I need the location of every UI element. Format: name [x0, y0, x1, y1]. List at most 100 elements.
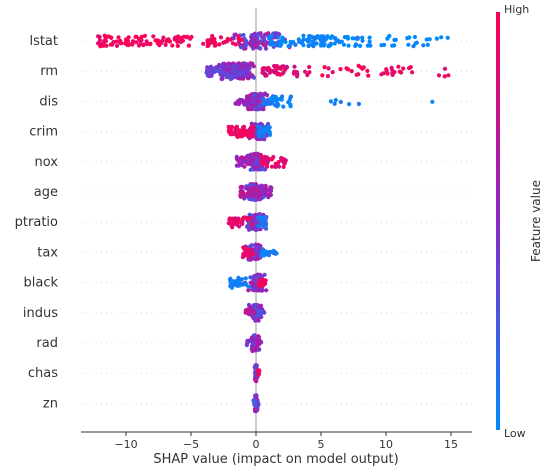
dot-lstat [243, 42, 249, 47]
dot-rm [238, 66, 243, 71]
dot-dis [328, 99, 333, 104]
dot-black [263, 278, 268, 283]
feature-label-nox: nox [35, 155, 59, 170]
beeswarm-dots [96, 31, 451, 414]
dot-dis [332, 101, 337, 106]
dot-dis [252, 92, 257, 97]
dot-zn [253, 399, 258, 404]
dot-tax [261, 253, 266, 258]
dot-rm [216, 65, 221, 70]
dot-rm [228, 64, 233, 69]
x-tick-label: 10 [379, 438, 393, 451]
dot-rm [399, 70, 404, 75]
dot-rm [436, 73, 442, 78]
dot-crim [260, 127, 265, 132]
dot-black [264, 288, 269, 293]
feature-row-dots-zn [251, 393, 261, 414]
dot-age [238, 185, 243, 190]
dot-lstat [263, 46, 269, 51]
dot-lstat [148, 42, 153, 47]
dot-rad [250, 343, 255, 348]
dot-crim [226, 125, 232, 130]
dot-lstat [123, 41, 128, 46]
dot-lstat [142, 33, 147, 39]
dot-rm [205, 65, 210, 70]
dot-dis [245, 101, 250, 106]
feature-row-dots-dis [233, 91, 435, 112]
dot-ptratio [263, 216, 268, 222]
dot-lstat [319, 41, 324, 46]
dot-lstat [253, 44, 258, 49]
dot-crim [251, 124, 256, 129]
dot-lstat [185, 34, 190, 40]
dot-ptratio [226, 221, 231, 226]
dot-rm [238, 72, 243, 77]
dot-rm [248, 61, 253, 66]
dot-dis [253, 96, 258, 101]
dot-lstat [360, 38, 365, 43]
dot-indus [249, 307, 254, 312]
dot-lstat [367, 39, 372, 44]
dot-age [249, 193, 254, 198]
dot-black [246, 288, 251, 293]
dot-lstat [170, 43, 175, 48]
dot-nox [281, 164, 286, 169]
dot-lstat [119, 41, 124, 46]
dot-tax [244, 247, 249, 252]
dot-rm [401, 66, 406, 71]
dot-lstat [406, 42, 411, 47]
dot-lstat [332, 41, 337, 46]
dot-ptratio [241, 215, 246, 220]
dot-lstat [280, 36, 285, 41]
dot-lstat [104, 43, 109, 48]
dot-lstat [182, 34, 187, 39]
dot-lstat [293, 42, 298, 47]
dot-lstat [178, 35, 183, 41]
dot-dis [264, 99, 269, 104]
dot-black [236, 275, 241, 280]
dot-nox [251, 165, 256, 170]
dot-lstat [392, 37, 397, 43]
dot-lstat [237, 42, 242, 47]
dot-lstat [439, 35, 444, 40]
dot-rad [247, 338, 252, 343]
dot-lstat [306, 37, 311, 42]
dot-dis [356, 101, 361, 107]
dot-dis [256, 93, 261, 98]
feature-row-dots-indus [243, 302, 267, 323]
dot-dis [268, 99, 273, 105]
dot-lstat [407, 35, 412, 40]
dot-tax [248, 247, 253, 252]
dot-rm [278, 66, 283, 71]
dot-black [250, 281, 255, 286]
dot-lstat [312, 41, 317, 46]
dot-lstat [306, 43, 311, 49]
feature-row-dots-rm [204, 61, 451, 82]
dot-lstat [445, 35, 450, 40]
dot-indus [253, 302, 258, 308]
dot-rm [389, 65, 394, 70]
dot-nox [245, 161, 250, 166]
dot-rm [220, 73, 225, 79]
dot-dis [430, 99, 435, 104]
feature-label-lstat: lstat [29, 34, 58, 49]
dot-tax [248, 251, 253, 256]
colorbar-high-label: High [504, 3, 529, 16]
dot-nox [248, 167, 253, 172]
dot-dis [234, 101, 239, 106]
dot-indus [256, 316, 261, 322]
dot-lstat [350, 36, 355, 41]
dot-tax [258, 243, 263, 249]
dot-nox [255, 151, 260, 156]
dot-rm [205, 68, 210, 74]
dot-rm [338, 67, 343, 72]
dot-rm [366, 73, 371, 78]
dot-crim [267, 132, 272, 137]
dot-dis [288, 102, 293, 107]
dot-lstat [241, 32, 246, 38]
dot-rm [442, 74, 447, 79]
dot-rm [218, 70, 223, 75]
dot-black [262, 272, 267, 277]
dot-dis [248, 93, 253, 98]
dot-lstat [283, 39, 288, 45]
